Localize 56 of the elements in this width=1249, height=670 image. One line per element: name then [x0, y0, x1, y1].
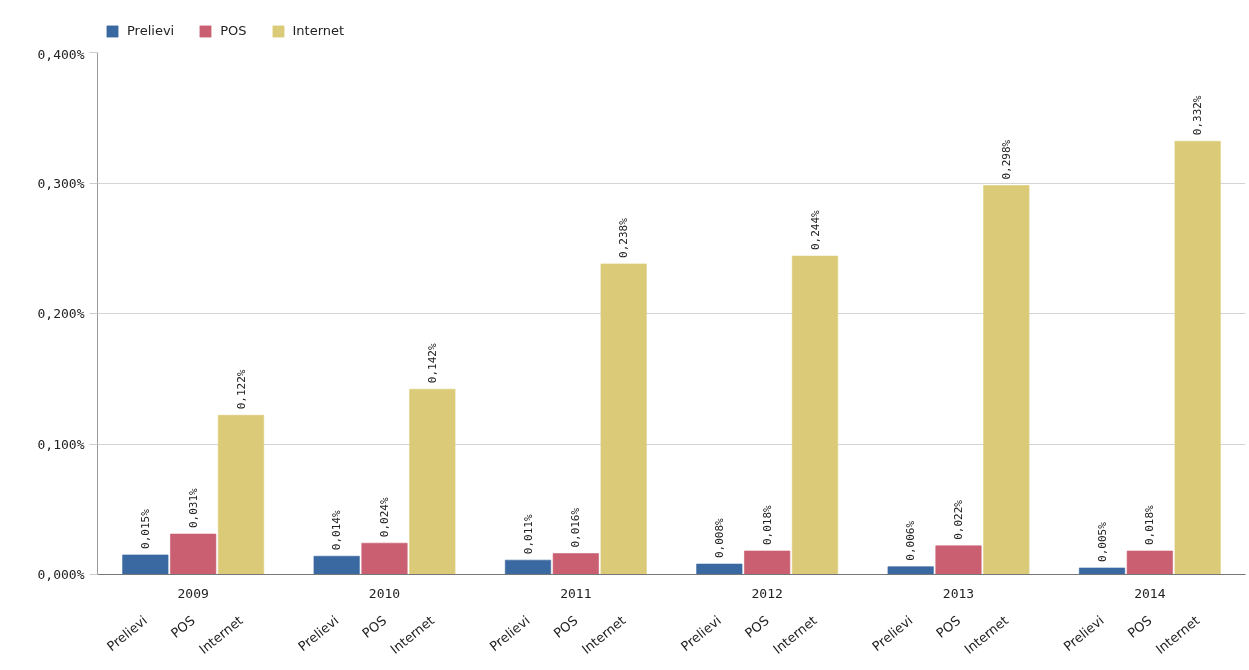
text: POS: [933, 612, 964, 641]
text: POS: [741, 612, 772, 641]
text: POS: [359, 612, 390, 641]
x-tick-label: 2009: [177, 585, 209, 601]
data-label: 0,031%: [186, 487, 200, 529]
data-label: 0,008%: [712, 517, 726, 559]
data-label: 0,005%: [1095, 521, 1109, 562]
bar: [409, 388, 456, 575]
data-label: 0,238%: [617, 217, 631, 258]
data-label: 0,006%: [904, 520, 918, 561]
bar: [504, 559, 552, 575]
bar: [935, 545, 982, 575]
bar: [313, 555, 360, 575]
legend-label: Prelievi: [127, 23, 175, 38]
data-label: 0,244%: [808, 209, 822, 251]
bar: [1078, 567, 1126, 575]
bar: [122, 554, 169, 575]
bar: [552, 553, 600, 575]
data-label: 0,011%: [521, 514, 535, 555]
data-label: 0,016%: [569, 507, 583, 548]
x-tick-label: 2014: [1134, 585, 1166, 601]
data-label: 0,014%: [330, 510, 344, 551]
bar: [1174, 140, 1221, 575]
text: POS: [550, 612, 581, 641]
bar: [169, 533, 217, 575]
bar: [983, 185, 1030, 575]
bar: [887, 566, 934, 575]
text: POS: [167, 612, 198, 641]
bar: [1126, 550, 1174, 575]
data-label: 0,122%: [234, 369, 248, 410]
y-tick-label: 0,300%: [37, 175, 85, 191]
legend-label: POS: [220, 23, 247, 38]
data-label: 0,018%: [1143, 504, 1157, 546]
x-tick-label: 2011: [560, 585, 592, 601]
bar: [361, 542, 408, 575]
data-label: 0,022%: [952, 499, 965, 540]
y-tick-label: 0,200%: [37, 306, 85, 321]
bar: [600, 263, 647, 575]
text: POS: [1124, 612, 1155, 641]
data-label: 0,142%: [425, 343, 439, 384]
legend-label: Internet: [292, 23, 345, 38]
y-tick-label: 0,000%: [37, 567, 85, 582]
bar: [217, 414, 265, 575]
x-tick-label: 2013: [942, 585, 975, 601]
data-label: 0,018%: [760, 504, 774, 546]
x-tick-label: 2012: [751, 585, 783, 601]
data-label: 0,024%: [378, 497, 391, 538]
y-tick-label: 0,100%: [37, 436, 85, 452]
data-label: 0,332%: [1191, 95, 1205, 136]
bar: [791, 255, 839, 575]
data-label: 0,298%: [999, 139, 1013, 180]
bar: [743, 550, 791, 575]
y-tick-label: 0,400%: [37, 46, 85, 62]
bar: [696, 563, 743, 575]
data-label: 0,015%: [138, 508, 152, 549]
x-tick-label: 2010: [368, 585, 401, 601]
